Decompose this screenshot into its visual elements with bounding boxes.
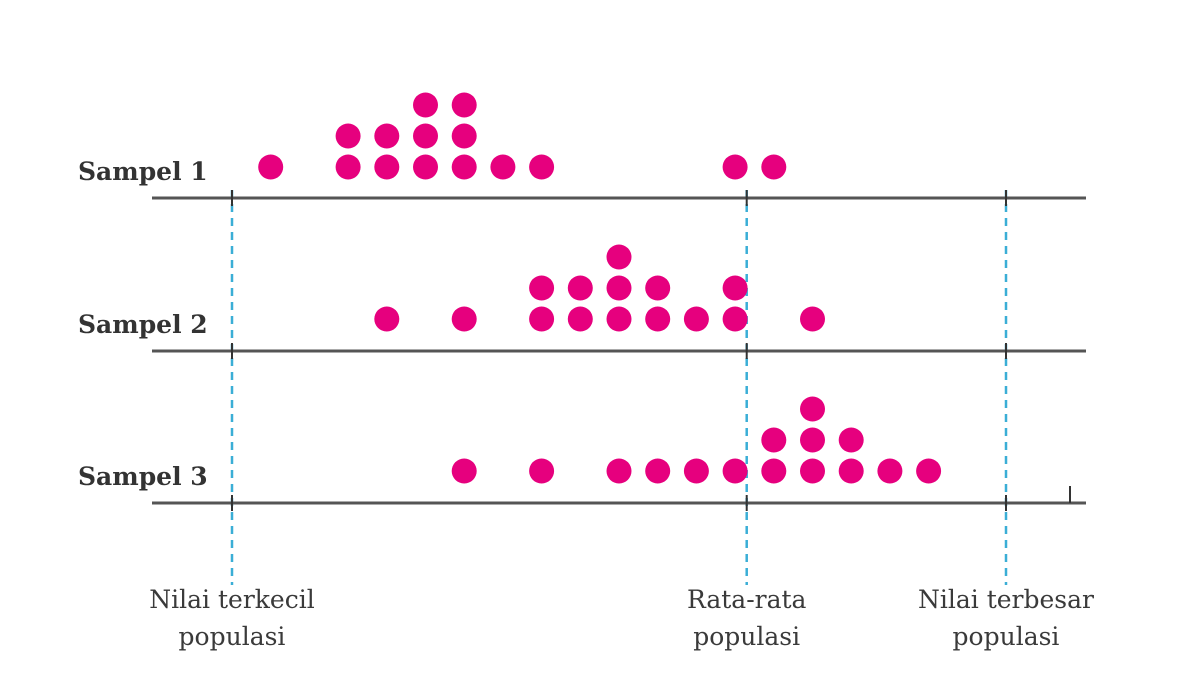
data-dot-sample-1-x1-1	[258, 154, 284, 180]
data-dot-sample-3-x18-1	[916, 458, 942, 484]
data-dot-sample-1-x3-2	[335, 123, 361, 149]
data-dot-sample-3-x16-2	[838, 427, 864, 453]
data-dot-sample-1-x3-1	[335, 154, 361, 180]
data-dot-sample-1-x6-3	[451, 92, 477, 118]
reference-label-1-line2: populasi	[693, 622, 800, 651]
data-dot-sample-1-x13-1	[722, 154, 748, 180]
data-dot-sample-1-x6-1	[451, 154, 477, 180]
data-dot-sample-3-x6-1	[451, 458, 477, 484]
data-dot-sample-2-x10-3	[606, 244, 632, 270]
data-dots	[258, 92, 942, 484]
data-dot-sample-3-x15-3	[800, 396, 825, 422]
data-dot-sample-2-x12-1	[683, 306, 709, 332]
reference-label-0-line1: Nilai terkecil	[149, 585, 314, 614]
data-dot-sample-2-x13-1	[722, 306, 748, 332]
data-dot-sample-2-x9-1	[567, 306, 593, 332]
data-dot-sample-3-x14-1	[761, 458, 787, 484]
data-dot-sample-3-x8-1	[529, 458, 555, 484]
data-dot-sample-2-x13-2	[722, 275, 748, 301]
reference-label-2-line2: populasi	[953, 622, 1060, 651]
data-dot-sample-3-x13-1	[722, 458, 748, 484]
labels: Nilai terkecil populasi Rata-rata populasi N…	[78, 157, 1094, 651]
data-dot-sample-2-x6-1	[451, 306, 477, 332]
data-dot-sample-3-x14-2	[761, 427, 787, 453]
data-dot-sample-2-x15-1	[800, 306, 825, 332]
reference-label-1-line1: Rata-rata	[687, 585, 807, 614]
reference-label-0-line2: populasi	[179, 622, 286, 651]
data-dot-sample-3-x15-2	[800, 427, 825, 453]
data-dot-sample-2-x9-2	[567, 275, 593, 301]
data-dot-sample-2-x11-1	[645, 306, 671, 332]
data-dot-sample-1-x5-1	[413, 154, 438, 180]
data-dot-sample-1-x14-1	[761, 154, 787, 180]
data-dot-sample-1-x8-1	[529, 154, 555, 180]
data-dot-sample-1-x5-2	[413, 123, 438, 149]
data-dot-sample-1-x6-2	[451, 123, 477, 149]
data-dot-sample-1-x4-1	[374, 154, 400, 180]
data-dot-sample-1-x7-1	[490, 154, 516, 180]
data-dot-sample-1-x4-2	[374, 123, 400, 149]
data-dot-sample-3-x16-1	[838, 458, 864, 484]
data-dot-sample-1-x5-3	[413, 92, 438, 118]
sample-label-1: Sampel 1	[78, 157, 208, 186]
data-dot-sample-3-x10-1	[606, 458, 632, 484]
axes	[152, 190, 1086, 511]
data-dot-sample-2-x8-1	[529, 306, 555, 332]
data-dot-sample-3-x11-1	[645, 458, 671, 484]
data-dot-sample-2-x8-2	[529, 275, 555, 301]
data-dot-sample-2-x11-2	[645, 275, 671, 301]
reference-label-2-line1: Nilai terbesar	[918, 585, 1094, 614]
data-dot-sample-3-x12-1	[683, 458, 709, 484]
data-dot-sample-2-x4-1	[374, 306, 400, 332]
data-dot-sample-2-x10-2	[606, 275, 632, 301]
sample-label-2: Sampel 2	[78, 310, 208, 339]
reference-lines	[230, 190, 1008, 585]
sample-label-3: Sampel 3	[78, 462, 208, 491]
data-dot-sample-3-x15-1	[800, 458, 825, 484]
data-dot-sample-3-x17-1	[877, 458, 903, 484]
data-dot-sample-2-x10-1	[606, 306, 632, 332]
